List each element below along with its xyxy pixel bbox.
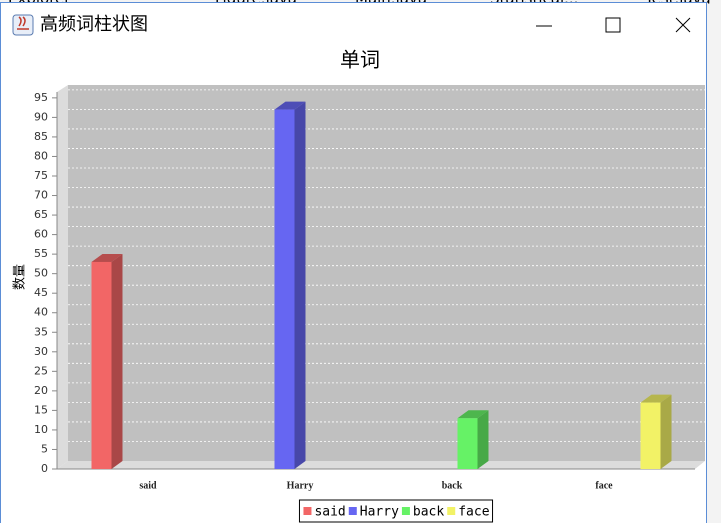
legend-label: Harry [360,505,399,520]
y-tick-label: 5 [41,442,48,455]
x-tick-label: face [595,480,613,491]
legend-label: said [314,505,345,520]
y-tick-label: 75 [34,169,48,182]
y-tick-label: 15 [34,403,48,416]
window-title: 高频词柱状图 [40,14,148,35]
bar-top [274,101,306,110]
x-tick-label: Harry [287,480,314,491]
back-wall [68,85,705,461]
y-tick-label: 65 [34,208,48,221]
plot: 0 5 10 15 20 25 30 35 40 45 50 55 60 65 70 75 80 85 90 95 sa… [34,89,706,523]
legend-label: back [413,505,444,520]
x-tick-label: said [139,480,157,491]
floor [57,461,705,469]
y-tick-label: 85 [34,130,48,143]
legend-swatch [348,507,357,515]
y-tick-label: 55 [34,247,48,260]
legend-swatch [447,507,456,515]
bar-side [660,394,672,469]
bar-side [477,410,489,469]
legend [298,499,494,523]
app-icon-glyph [17,16,29,30]
y-tick-label: 50 [34,267,48,280]
side-wall [57,85,68,469]
y-tick-label: 40 [34,306,48,319]
y-tick-label: 80 [34,149,48,162]
bar-top [91,253,123,262]
y-tick-label: 60 [34,228,48,241]
maximize-button[interactable] [605,17,621,33]
legend-swatch [401,507,410,515]
y-tick-label: 95 [34,91,48,104]
bar [640,402,661,469]
chart-title: 单词 [340,48,380,72]
y-tick-label: 25 [34,364,48,377]
bar [457,418,478,469]
bar-side [111,253,123,469]
bar-top [457,410,489,419]
y-tick-label: 35 [34,325,48,338]
bar [274,109,295,469]
legend-label: face [458,505,489,520]
close-button[interactable] [675,17,691,33]
bar [91,261,112,469]
legend-swatch [303,507,312,515]
y-tick-label: 0 [41,462,48,475]
y-axis-label: 数量 [13,264,28,290]
y-tick-label: 20 [34,384,48,397]
y-tick-label: 30 [34,345,48,358]
bar-top [640,394,672,403]
y-tick-label: 70 [34,189,48,202]
y-tick-label: 90 [34,110,48,123]
x-tick-label: back [442,480,463,491]
bar-side [294,101,306,469]
y-tick-label: 10 [34,423,48,436]
y-tick-label: 45 [34,286,48,299]
